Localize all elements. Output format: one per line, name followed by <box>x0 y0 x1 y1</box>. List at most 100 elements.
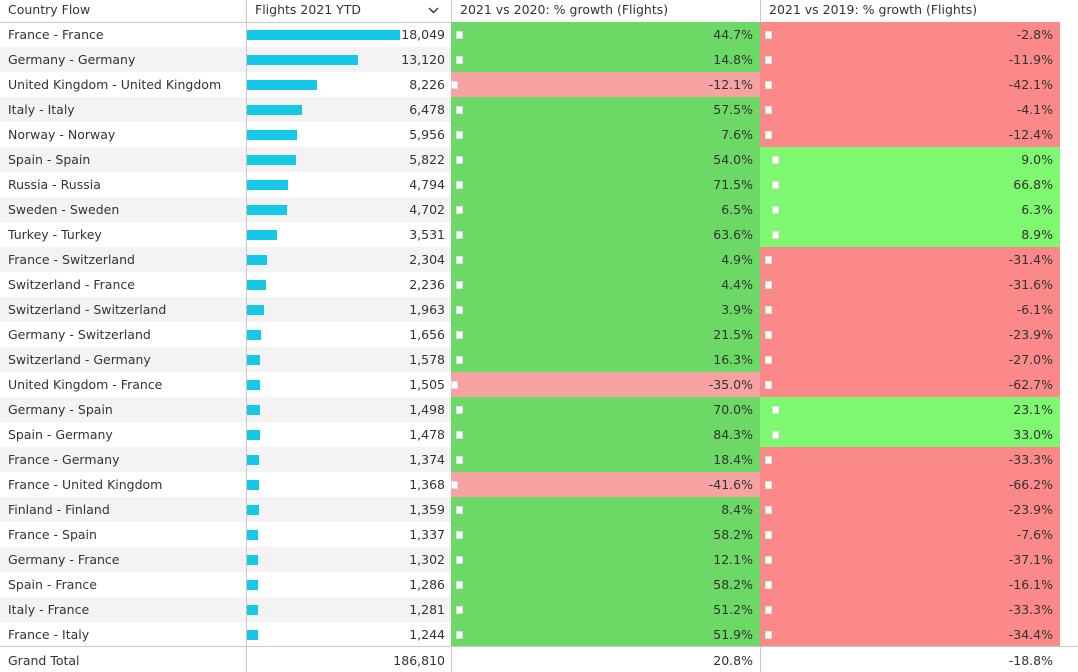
growth-2020-value: 58.2% <box>713 577 753 592</box>
growth-2019-cell: -16.1% <box>760 572 1060 597</box>
country-flow-cell: Germany - Switzerland <box>8 327 151 342</box>
flights-value: 1,281 <box>409 602 445 617</box>
table-row[interactable]: United Kingdom - France 1,505 -35.0% -62.7% <box>0 372 1060 397</box>
flights-data-bar <box>247 30 400 40</box>
indicator-marker-icon <box>765 581 772 589</box>
table-row[interactable]: Switzerland - Switzerland 1,963 3.9% -6.1% <box>0 297 1060 322</box>
indicator-marker-icon <box>456 156 463 164</box>
growth-2020-cell: 54.0% <box>451 147 760 172</box>
table-row[interactable]: Spain - Spain 5,822 54.0% 9.0% <box>0 147 1060 172</box>
growth-2020-value: 58.2% <box>713 527 753 542</box>
table-row[interactable]: France - Spain 1,337 58.2% -7.6% <box>0 522 1060 547</box>
table-row[interactable]: Switzerland - Germany 1,578 16.3% -27.0% <box>0 347 1060 372</box>
growth-2020-value: -12.1% <box>708 77 753 92</box>
country-flow-cell: France - United Kingdom <box>8 477 163 492</box>
table-row[interactable]: Russia - Russia 4,794 71.5% 66.8% <box>0 172 1060 197</box>
indicator-marker-icon <box>456 356 463 364</box>
flights-value: 5,956 <box>409 127 445 142</box>
indicator-marker-icon <box>772 406 779 414</box>
growth-2019-value: -11.9% <box>1008 52 1053 67</box>
table-row[interactable]: Germany - Germany 13,120 14.8% -11.9% <box>0 47 1060 72</box>
flights-value: 1,478 <box>409 427 445 442</box>
table-row[interactable]: France - France 18,049 44.7% -2.8% <box>0 22 1060 47</box>
growth-2020-cell: 6.5% <box>451 197 760 222</box>
table-row[interactable]: Germany - Switzerland 1,656 21.5% -23.9% <box>0 322 1060 347</box>
country-flow-cell: Turkey - Turkey <box>8 227 102 242</box>
flights-data-bar <box>247 580 258 590</box>
table-row[interactable]: United Kingdom - United Kingdom 8,226 -12.… <box>0 72 1060 97</box>
growth-2020-value: 12.1% <box>713 552 753 567</box>
table-row[interactable]: Germany - Spain 1,498 70.0% 23.1% <box>0 397 1060 422</box>
flights-value: 18,049 <box>401 27 445 42</box>
table-row[interactable]: Spain - France 1,286 58.2% -16.1% <box>0 572 1060 597</box>
growth-2019-value: -66.2% <box>1008 477 1053 492</box>
flights-data-bar <box>247 430 260 440</box>
country-flow-cell: Spain - Spain <box>8 152 91 167</box>
growth-2020-cell: 4.4% <box>451 272 760 297</box>
grand-total-label: Grand Total <box>8 653 80 668</box>
growth-2020-value: -41.6% <box>708 477 753 492</box>
sort-descending-icon[interactable] <box>428 0 439 22</box>
indicator-marker-icon <box>456 181 463 189</box>
growth-2020-value: 3.9% <box>721 302 753 317</box>
table-row[interactable]: France - United Kingdom 1,368 -41.6% -66.2% <box>0 472 1060 497</box>
growth-2019-value: -27.0% <box>1008 352 1053 367</box>
growth-2019-cell: 9.0% <box>760 147 1060 172</box>
indicator-marker-icon <box>456 506 463 514</box>
table-row[interactable]: France - Switzerland 2,304 4.9% -31.4% <box>0 247 1060 272</box>
growth-2019-value: -33.3% <box>1008 452 1053 467</box>
flights-cell: 1,578 <box>246 347 451 372</box>
table-row[interactable]: Switzerland - France 2,236 4.4% -31.6% <box>0 272 1060 297</box>
growth-2020-cell: 58.2% <box>451 522 760 547</box>
header-growth-2019[interactable]: 2021 vs 2019: % growth (Flights) <box>760 0 1060 22</box>
country-flow-cell: Italy - France <box>8 602 90 617</box>
indicator-marker-icon <box>456 31 463 39</box>
indicator-marker-icon <box>765 531 772 539</box>
growth-2019-cell: -31.4% <box>760 247 1060 272</box>
growth-2019-value: 6.3% <box>1021 202 1053 217</box>
growth-2020-cell: 18.4% <box>451 447 760 472</box>
country-flow-cell: Norway - Norway <box>8 127 116 142</box>
table-row[interactable]: Norway - Norway 5,956 7.6% -12.4% <box>0 122 1060 147</box>
indicator-marker-icon <box>765 506 772 514</box>
flights-data-bar <box>247 455 259 465</box>
flights-data-bar <box>247 55 358 65</box>
growth-2019-value: -34.4% <box>1008 627 1053 642</box>
country-flow-cell: Switzerland - Switzerland <box>8 302 167 317</box>
growth-2020-cell: 21.5% <box>451 322 760 347</box>
table-row[interactable]: Spain - Germany 1,478 84.3% 33.0% <box>0 422 1060 447</box>
indicator-marker-icon <box>765 481 772 489</box>
table-row[interactable]: Italy - Italy 6,478 57.5% -4.1% <box>0 97 1060 122</box>
flights-value: 1,963 <box>409 302 445 317</box>
header-flights-ytd[interactable]: Flights 2021 YTD <box>246 0 451 22</box>
header-country-flow[interactable]: Country Flow <box>8 2 91 17</box>
indicator-marker-icon <box>456 431 463 439</box>
table-row[interactable]: Finland - Finland 1,359 8.4% -23.9% <box>0 497 1060 522</box>
flights-cell: 5,822 <box>246 147 451 172</box>
table-row[interactable]: Italy - France 1,281 51.2% -33.3% <box>0 597 1060 622</box>
flights-value: 1,286 <box>409 577 445 592</box>
flights-cell: 8,226 <box>246 72 451 97</box>
growth-2020-value: 8.4% <box>721 502 753 517</box>
table-row[interactable]: France - Italy 1,244 51.9% -34.4% <box>0 622 1060 647</box>
table-row[interactable]: Sweden - Sweden 4,702 6.5% 6.3% <box>0 197 1060 222</box>
table-row[interactable]: Turkey - Turkey 3,531 63.6% 8.9% <box>0 222 1060 247</box>
header-growth-2020[interactable]: 2021 vs 2020: % growth (Flights) <box>451 0 760 22</box>
growth-2020-cell: 7.6% <box>451 122 760 147</box>
flights-value: 1,302 <box>409 552 445 567</box>
indicator-marker-icon <box>456 531 463 539</box>
flights-data-bar <box>247 155 296 165</box>
indicator-marker-icon <box>456 581 463 589</box>
growth-2019-value: -37.1% <box>1008 552 1053 567</box>
flights-data-bar <box>247 305 264 315</box>
growth-2020-value: 4.4% <box>721 277 753 292</box>
flights-cell: 1,478 <box>246 422 451 447</box>
grand-total-growth-2020: 20.8% <box>451 647 760 672</box>
growth-2020-cell: 57.5% <box>451 97 760 122</box>
growth-2019-value: -42.1% <box>1008 77 1053 92</box>
country-flow-cell: France - Spain <box>8 527 97 542</box>
growth-2020-value: 57.5% <box>713 102 753 117</box>
table-row[interactable]: Germany - France 1,302 12.1% -37.1% <box>0 547 1060 572</box>
table-row[interactable]: France - Germany 1,374 18.4% -33.3% <box>0 447 1060 472</box>
